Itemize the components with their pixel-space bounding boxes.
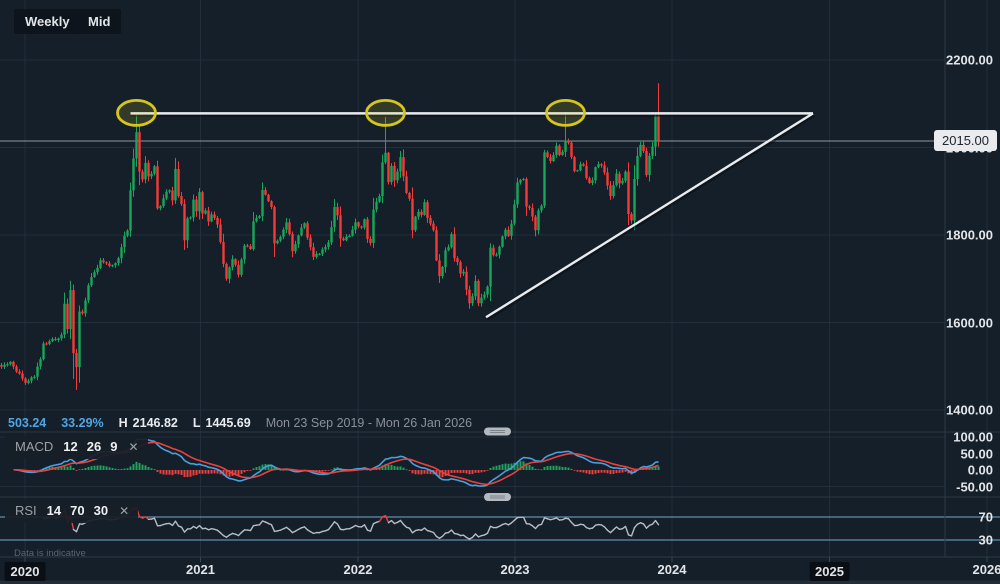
year-label: 2022 — [343, 562, 373, 577]
triple-top-ellipse[interactable] — [365, 98, 406, 127]
rsi-param-os: 30 — [93, 503, 109, 518]
disclaimer-text: Data is indicative — [14, 548, 86, 559]
status-bar: 503.24 33.29% H 2146.82 L 1445.69 Mon 23… — [8, 416, 472, 430]
rsi-tick-label: 70 — [978, 509, 993, 525]
macd-tick-label: 50.00 — [960, 446, 993, 461]
rsi-title: RSI — [15, 503, 37, 518]
high-value: 2146.82 — [132, 416, 178, 430]
triangle-annotation[interactable] — [116, 98, 815, 321]
price-tick-label: 1400.00 — [946, 402, 993, 418]
year-label: 2025 — [809, 562, 850, 581]
year-label: 2020 — [4, 562, 46, 581]
price-tick-label: 2200.00 — [946, 52, 993, 68]
pane-resize-handle[interactable] — [484, 493, 511, 501]
timeframe-mid-button[interactable]: Mid — [77, 9, 122, 34]
price-tick-label: 1600.00 — [946, 315, 993, 330]
low-value: 1445.69 — [205, 416, 251, 430]
rsi-tick-label: 30 — [978, 532, 993, 548]
macd-param-fast: 12 — [63, 439, 78, 454]
candlestick-series — [0, 83, 660, 391]
price-tick-label: 1800.00 — [946, 227, 993, 243]
macd-tick-label: -50.00 — [956, 479, 993, 494]
change-value: 503.24 — [8, 416, 47, 430]
grid-lines — [0, 0, 988, 562]
pane-resize-handle[interactable] — [484, 427, 511, 436]
ascending-trendline — [485, 112, 814, 319]
rsi-param-ob: 70 — [70, 503, 85, 518]
macd-title: MACD — [15, 439, 54, 454]
year-label: 2024 — [657, 562, 687, 577]
macd-close-icon[interactable]: ✕ — [128, 440, 139, 454]
high-label: H — [118, 416, 128, 430]
year-label: 2021 — [186, 562, 215, 577]
macd-param-slow: 26 — [86, 439, 102, 454]
macd-param-signal: 9 — [110, 439, 118, 454]
year-label: 2026 — [972, 562, 1000, 577]
rsi-panel-legend: RSI 14 70 30 ✕ — [5, 499, 139, 523]
time-axis[interactable] — [0, 557, 945, 580]
year-label: 2023 — [500, 562, 530, 577]
date-range: Mon 23 Sep 2019 - Mon 26 Jan 2026 — [265, 416, 473, 430]
triple-top-ellipse[interactable] — [116, 98, 157, 127]
macd-tick-label: 100.00 — [953, 429, 993, 445]
rsi-close-icon[interactable]: ✕ — [119, 504, 130, 518]
h-scrollbar[interactable] — [0, 580, 1000, 584]
macd-panel-legend: MACD 12 26 9 ✕ — [5, 435, 148, 459]
low-label: L — [192, 416, 201, 430]
triple-top-ellipse[interactable] — [545, 98, 586, 127]
macd-tick-label: 0.00 — [967, 462, 993, 478]
change-percent: 33.29% — [61, 416, 104, 430]
current-price-badge: 2015.00 — [934, 130, 997, 151]
rsi-param-period: 14 — [46, 503, 62, 518]
timeframe-weekly-button[interactable]: Weekly — [14, 9, 81, 34]
